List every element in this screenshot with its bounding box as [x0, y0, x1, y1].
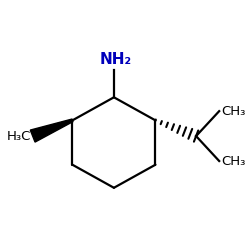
Text: H₃C: H₃C	[6, 130, 31, 142]
Text: NH₂: NH₂	[100, 52, 132, 67]
Polygon shape	[30, 119, 73, 142]
Text: CH₃: CH₃	[221, 154, 246, 168]
Text: CH₃: CH₃	[221, 105, 246, 118]
